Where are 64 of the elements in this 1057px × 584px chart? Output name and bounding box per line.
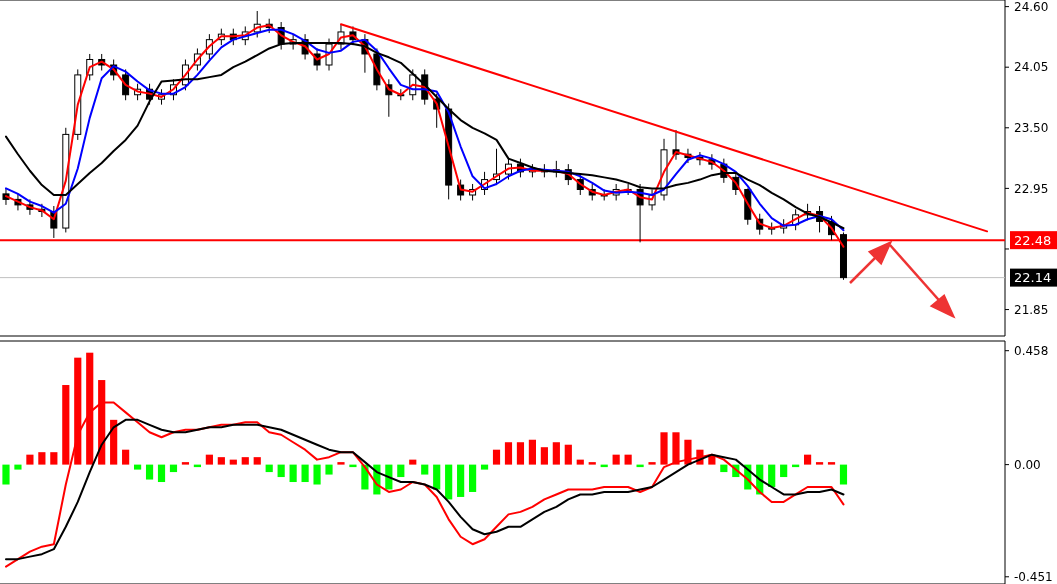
bar	[445, 464, 453, 500]
bar	[181, 462, 190, 465]
bar	[480, 464, 489, 470]
y-tick-label: 24.60	[1014, 0, 1049, 14]
bar	[839, 464, 848, 485]
bar	[409, 459, 417, 465]
bar	[289, 464, 297, 483]
bar	[38, 452, 46, 465]
bar	[612, 454, 620, 465]
bar	[672, 432, 680, 465]
y-tick-label: 24.05	[1014, 60, 1049, 75]
bar	[528, 439, 536, 465]
bar	[624, 454, 632, 465]
bar	[110, 419, 118, 465]
ref-line-label: 22.14	[1014, 270, 1052, 286]
bar	[14, 464, 22, 470]
bar	[564, 444, 572, 465]
bar	[397, 464, 405, 478]
bar	[504, 442, 513, 465]
bar	[26, 454, 34, 465]
bar	[301, 464, 309, 483]
bar	[421, 464, 429, 475]
bar	[433, 464, 441, 490]
bar	[492, 449, 501, 465]
bar	[648, 462, 656, 465]
bar	[217, 457, 225, 465]
bar	[253, 457, 261, 465]
bar	[684, 439, 692, 465]
bar	[469, 464, 477, 492]
y-tick-label: -0.451	[1014, 569, 1053, 584]
bar	[588, 462, 596, 465]
bar	[313, 464, 321, 485]
bar	[134, 464, 142, 470]
bar	[277, 464, 285, 478]
bar	[157, 464, 166, 483]
bar	[780, 464, 788, 478]
ref-line-label: 22.48	[1014, 232, 1052, 248]
bar	[265, 464, 273, 473]
bar	[122, 449, 130, 465]
bar	[804, 454, 812, 465]
bar	[2, 464, 10, 485]
bar	[169, 464, 178, 473]
bar	[552, 442, 560, 465]
bar	[827, 462, 836, 465]
bar	[325, 464, 333, 475]
bar	[815, 462, 824, 465]
y-tick-label: 21.85	[1014, 302, 1049, 317]
bar	[516, 442, 525, 465]
bar	[457, 464, 465, 497]
bar	[205, 454, 213, 465]
bar	[229, 459, 237, 465]
y-tick-label: 22.95	[1014, 181, 1049, 196]
bar	[540, 447, 548, 465]
y-tick-label: 0.458	[1014, 343, 1049, 358]
bar	[660, 432, 668, 465]
bar	[50, 452, 58, 465]
y-tick-label: 0.00	[1014, 457, 1041, 472]
bar	[768, 464, 776, 487]
bar	[337, 462, 345, 465]
bar	[145, 464, 154, 480]
bar	[241, 457, 249, 465]
bar	[576, 459, 584, 465]
y-tick-label: 23.50	[1014, 120, 1049, 135]
bar	[720, 464, 728, 473]
